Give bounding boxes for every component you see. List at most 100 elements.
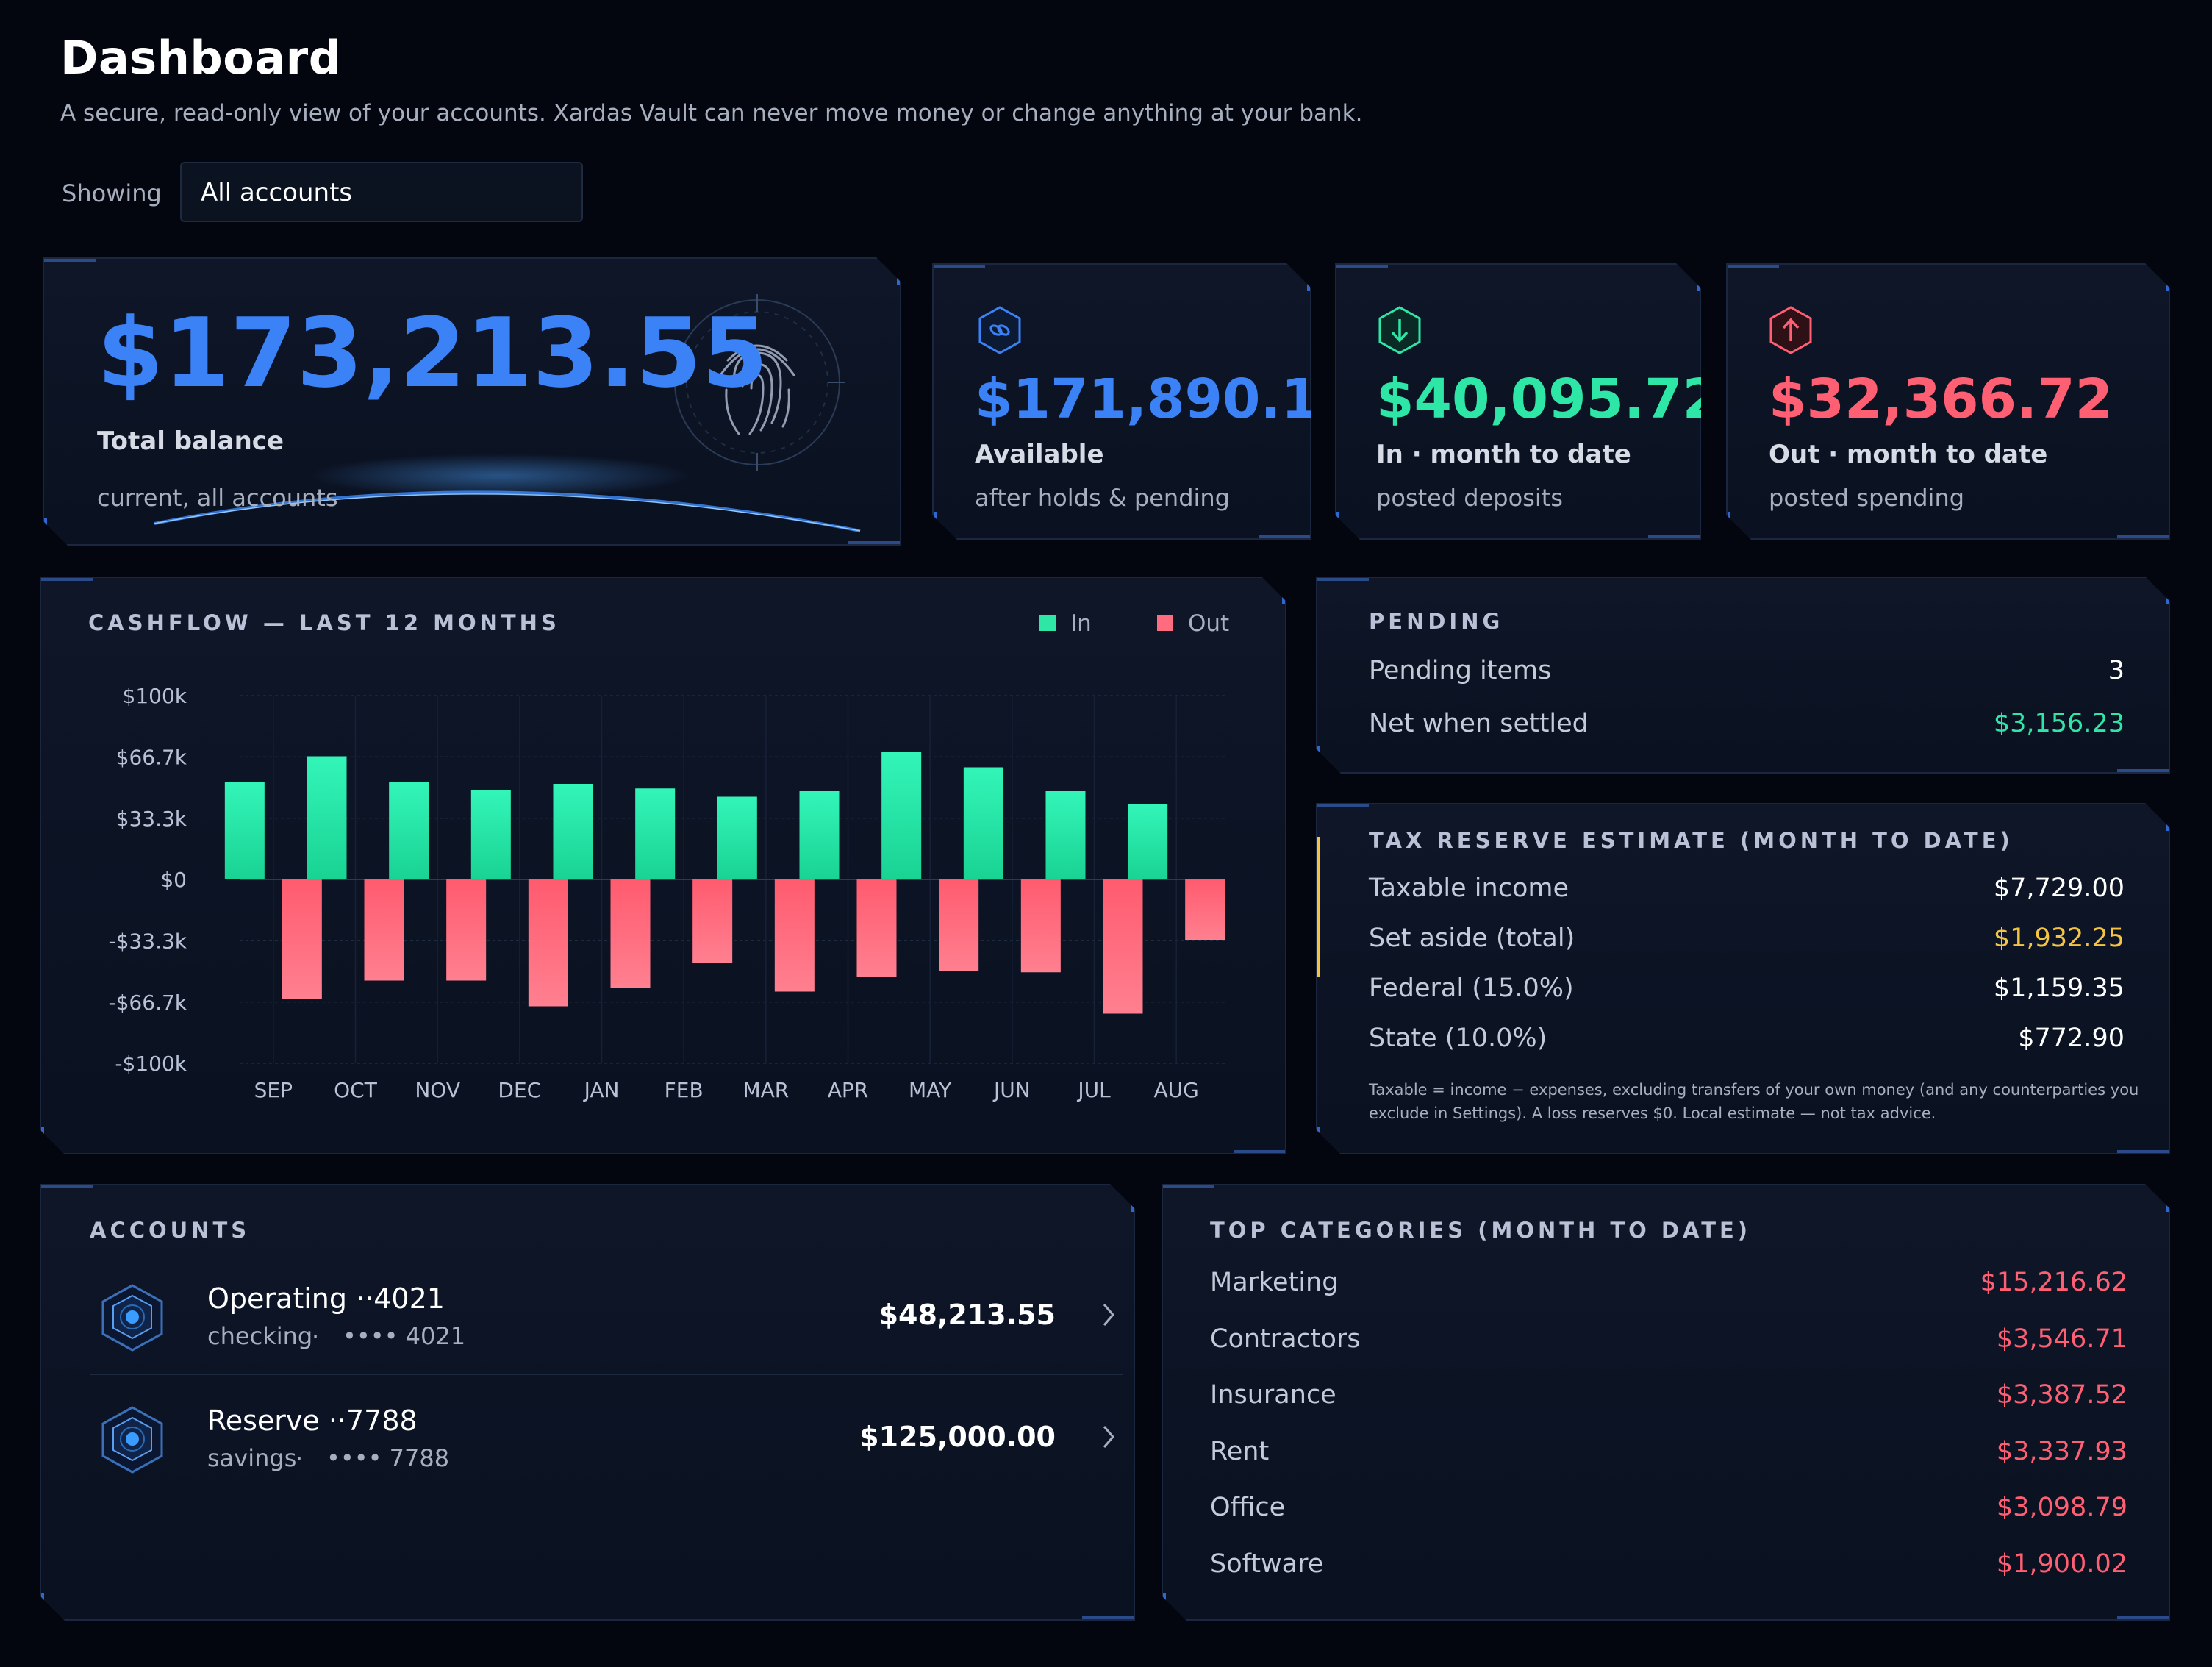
legend-out-label: Out [1188, 610, 1230, 637]
account-row-reserve[interactable]: Reserve ··7788 savings · •••• 7788 $125,… [90, 1388, 1123, 1499]
category-label: Insurance [1210, 1380, 1336, 1410]
page-subtitle: A secure, read-only view of your account… [60, 100, 1363, 126]
x-tick-label: JAN [583, 1078, 620, 1102]
bar-in [554, 784, 593, 879]
out-value: $32,366.72 [1769, 368, 2113, 431]
account-type: savings [207, 1444, 297, 1472]
legend-in-label: In [1070, 610, 1092, 637]
x-tick-label: SEP [254, 1078, 293, 1102]
pending-title: PENDING [1369, 609, 1504, 634]
total-balance-label: Total balance [97, 426, 284, 456]
account-type-separator: · [312, 1322, 320, 1350]
bar-in [635, 788, 675, 879]
stat-card-available: $171,890.12 Available after holds & pend… [932, 263, 1311, 540]
bar-in [800, 791, 840, 879]
bar-in [1128, 804, 1167, 880]
bar-in [307, 757, 347, 880]
account-filter-select[interactable]: All accounts [180, 162, 583, 222]
cashflow-panel: CASHFLOW — LAST 12 MONTHS In Out $100k $6… [40, 577, 1286, 1154]
bar-out [365, 879, 404, 981]
chevron-right-icon[interactable] [1100, 1422, 1117, 1452]
accounts-panel: ACCOUNTS Operating ··4021 checking · •••… [40, 1184, 1135, 1621]
bar-in [389, 782, 429, 880]
y-tick-label: $100k [123, 684, 187, 708]
cashflow-title: CASHFLOW — LAST 12 MONTHS [88, 610, 560, 635]
bar-in [717, 797, 757, 880]
available-sub: after holds & pending [975, 484, 1230, 512]
out-label: Out · month to date [1769, 440, 2048, 469]
category-row: Contractors $3,546.71 [1210, 1324, 2127, 1368]
bar-out [1185, 879, 1225, 940]
tax-note-line2: exclude in Settings). A loss reserves $0… [1369, 1104, 1936, 1122]
bar-out [1103, 879, 1143, 1014]
tax-reserve-panel: TAX RESERVE ESTIMATE (MONTH TO DATE) Tax… [1316, 803, 2170, 1154]
x-tick-label: DEC [498, 1078, 541, 1102]
bar-out [692, 879, 732, 963]
state-value: $772.90 [2018, 1024, 2125, 1053]
bar-out [775, 879, 815, 992]
set-aside-label: Set aside (total) [1369, 924, 1575, 953]
federal-value: $1,159.35 [1993, 974, 2125, 1003]
category-row: Marketing $15,216.62 [1210, 1268, 2127, 1312]
horizon-glow [44, 259, 903, 547]
accounts-title: ACCOUNTS [90, 1218, 251, 1243]
top-categories-panel: TOP CATEGORIES (MONTH TO DATE) Marketing… [1162, 1184, 2170, 1621]
page-title: Dashboard [60, 31, 342, 85]
bar-out [857, 879, 897, 977]
account-row-operating[interactable]: Operating ··4021 checking · •••• 4021 $4… [90, 1266, 1123, 1377]
set-aside-value: $1,932.25 [1993, 924, 2125, 953]
y-tick-label: $66.7k [116, 745, 187, 769]
net-settled-value: $3,156.23 [1993, 709, 2125, 738]
state-label: State (10.0%) [1369, 1024, 1547, 1053]
category-label: Software [1210, 1549, 1324, 1579]
stat-card-out: $32,366.72 Out · month to date posted sp… [1726, 263, 2170, 540]
vault-cube-icon [97, 1282, 168, 1353]
account-mask: •••• 7788 [326, 1444, 450, 1472]
bar-out [1021, 879, 1061, 972]
cashflow-chart: $100k $66.7k $33.3k $0 -$33.3k -$66.7k -$100k S… [41, 578, 1288, 1156]
arrow-up-icon [1769, 306, 1813, 354]
total-balance-value: $173,213.55 [97, 297, 768, 409]
tax-accent-bar [1317, 837, 1320, 977]
category-value: $3,337.93 [1996, 1436, 2127, 1466]
x-tick-label: MAY [909, 1078, 952, 1102]
taxable-income-value: $7,729.00 [1993, 874, 2125, 903]
vault-cube-icon [97, 1404, 168, 1475]
taxable-income-label: Taxable income [1369, 874, 1569, 903]
y-tick-label: $0 [160, 868, 187, 892]
available-value: $171,890.12 [975, 368, 1357, 431]
category-label: Contractors [1210, 1324, 1361, 1354]
pending-items-label: Pending items [1369, 656, 1552, 685]
y-tick-label: -$100k [115, 1052, 187, 1076]
chevron-right-icon[interactable] [1100, 1300, 1117, 1329]
legend-out-swatch [1157, 615, 1173, 631]
y-tick-label: -$66.7k [109, 990, 187, 1015]
arrow-down-icon [1378, 306, 1422, 354]
account-name: Reserve ··7788 [207, 1404, 418, 1437]
account-type-separator: · [296, 1444, 304, 1472]
x-tick-label: JUN [992, 1078, 1031, 1102]
x-tick-label: FEB [665, 1078, 704, 1102]
pending-panel: PENDING Pending items 3 Net when settled… [1316, 577, 2170, 774]
categories-title: TOP CATEGORIES (MONTH TO DATE) [1210, 1218, 1752, 1243]
account-filter-label: Showing [62, 179, 162, 207]
x-tick-label: NOV [415, 1078, 460, 1102]
x-tick-label: MAR [742, 1078, 789, 1102]
bar-out [611, 879, 651, 988]
in-label: In · month to date [1376, 440, 1631, 469]
category-row: Rent $3,337.93 [1210, 1437, 2127, 1481]
account-divider [90, 1374, 1123, 1375]
category-value: $1,900.02 [1996, 1549, 2127, 1579]
bar-in [1046, 791, 1086, 879]
tax-note-line1: Taxable = income − expenses, excluding t… [1369, 1081, 2139, 1099]
x-tick-label: JUL [1076, 1078, 1111, 1102]
y-tick-label: $33.3k [116, 807, 187, 831]
available-label: Available [975, 440, 1104, 469]
category-row: Insurance $3,387.52 [1210, 1380, 2127, 1424]
bar-in [964, 768, 1003, 880]
bar-in [881, 752, 921, 879]
account-mask: •••• 4021 [343, 1322, 466, 1350]
x-tick-label: OCT [334, 1078, 378, 1102]
account-balance: $48,213.55 [878, 1299, 1056, 1331]
category-value: $15,216.62 [1980, 1268, 2127, 1297]
